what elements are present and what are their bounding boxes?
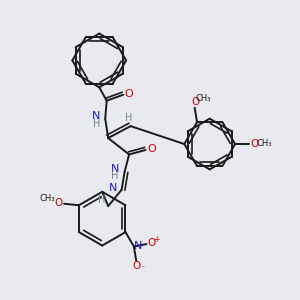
Text: O: O xyxy=(251,139,259,149)
Text: O: O xyxy=(133,261,141,271)
Text: O: O xyxy=(125,89,134,99)
Text: O: O xyxy=(147,144,156,154)
Text: N: N xyxy=(109,183,117,193)
Text: H: H xyxy=(111,171,119,181)
Text: O: O xyxy=(54,198,62,208)
Text: CH₃: CH₃ xyxy=(256,139,272,148)
Text: N: N xyxy=(111,164,119,174)
Text: H: H xyxy=(125,113,133,123)
Text: ⁻: ⁻ xyxy=(140,263,144,272)
Text: H: H xyxy=(93,119,100,129)
Text: N: N xyxy=(134,241,142,251)
Text: +: + xyxy=(153,235,159,244)
Text: H: H xyxy=(98,195,105,205)
Text: O: O xyxy=(191,97,200,107)
Text: N: N xyxy=(92,111,100,121)
Text: O: O xyxy=(148,238,156,248)
Text: CH₃: CH₃ xyxy=(195,94,211,103)
Text: CH₃: CH₃ xyxy=(40,194,55,203)
